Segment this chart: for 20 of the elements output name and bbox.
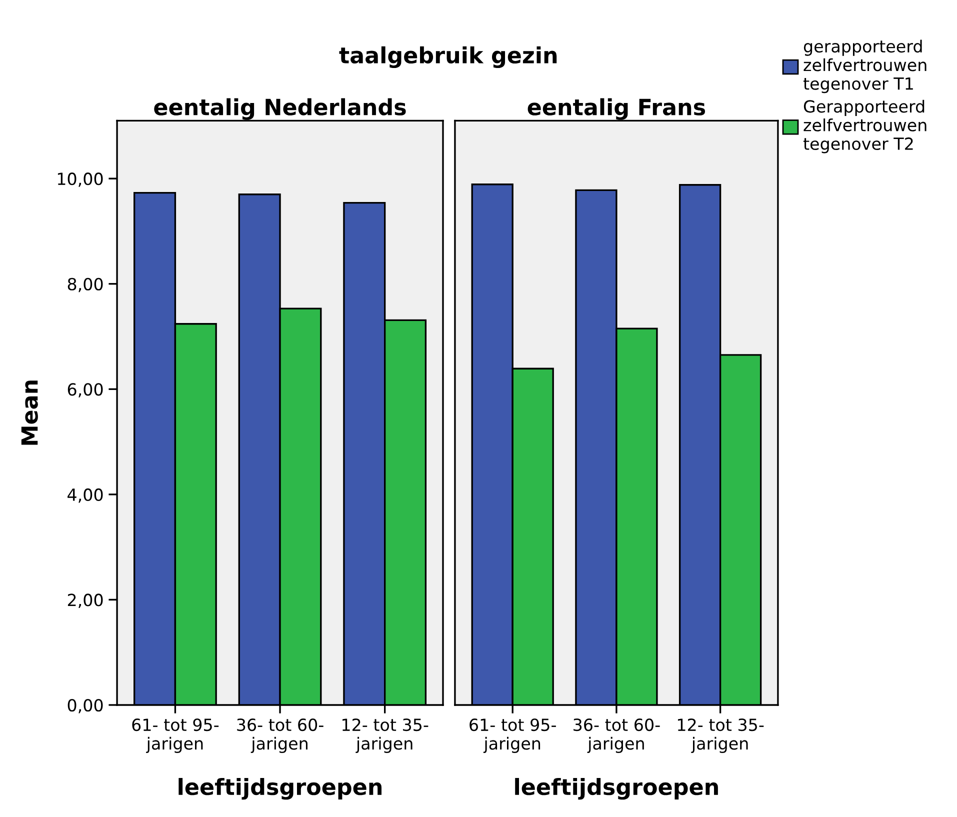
y-tick-label: 10,00 [58, 172, 103, 187]
x-tick-label: 12- tot 35- jarigen [342, 718, 428, 753]
y-tick-label: 4,00 [68, 488, 103, 503]
x-tick-label: 36- tot 60- jarigen [574, 718, 660, 753]
x-axis-title: leeftijdsgroepen [515, 778, 718, 800]
x-tick-label: 61- tot 95- jarigen [470, 718, 556, 753]
chart-title: eentalig Frans [528, 98, 706, 120]
x-tick-label: 61- tot 95- jarigen [132, 718, 219, 753]
text: taalgebruik gezin [339, 46, 557, 68]
y-axis-title: Mean [21, 380, 38, 445]
y-tick-label: 8,00 [68, 278, 103, 292]
legend-label: gerapporteerd zelfvertrouwen tegenover T1 [803, 40, 926, 94]
y-tick-label: 0,00 [68, 698, 103, 714]
x-axis-title: leeftijdsgroepen [178, 778, 382, 800]
y-tick-label: 6,00 [68, 383, 103, 398]
chart-title: eentalig Nederlands [154, 98, 406, 120]
x-tick-label: 12- tot 35- jarigen [678, 718, 764, 753]
x-tick-label: 36- tot 60- jarigen [237, 718, 324, 753]
legend-label: Gerapporteerd zelfvertrouwen tegenover T2 [803, 100, 926, 154]
y-tick-label: 2,00 [68, 594, 103, 608]
